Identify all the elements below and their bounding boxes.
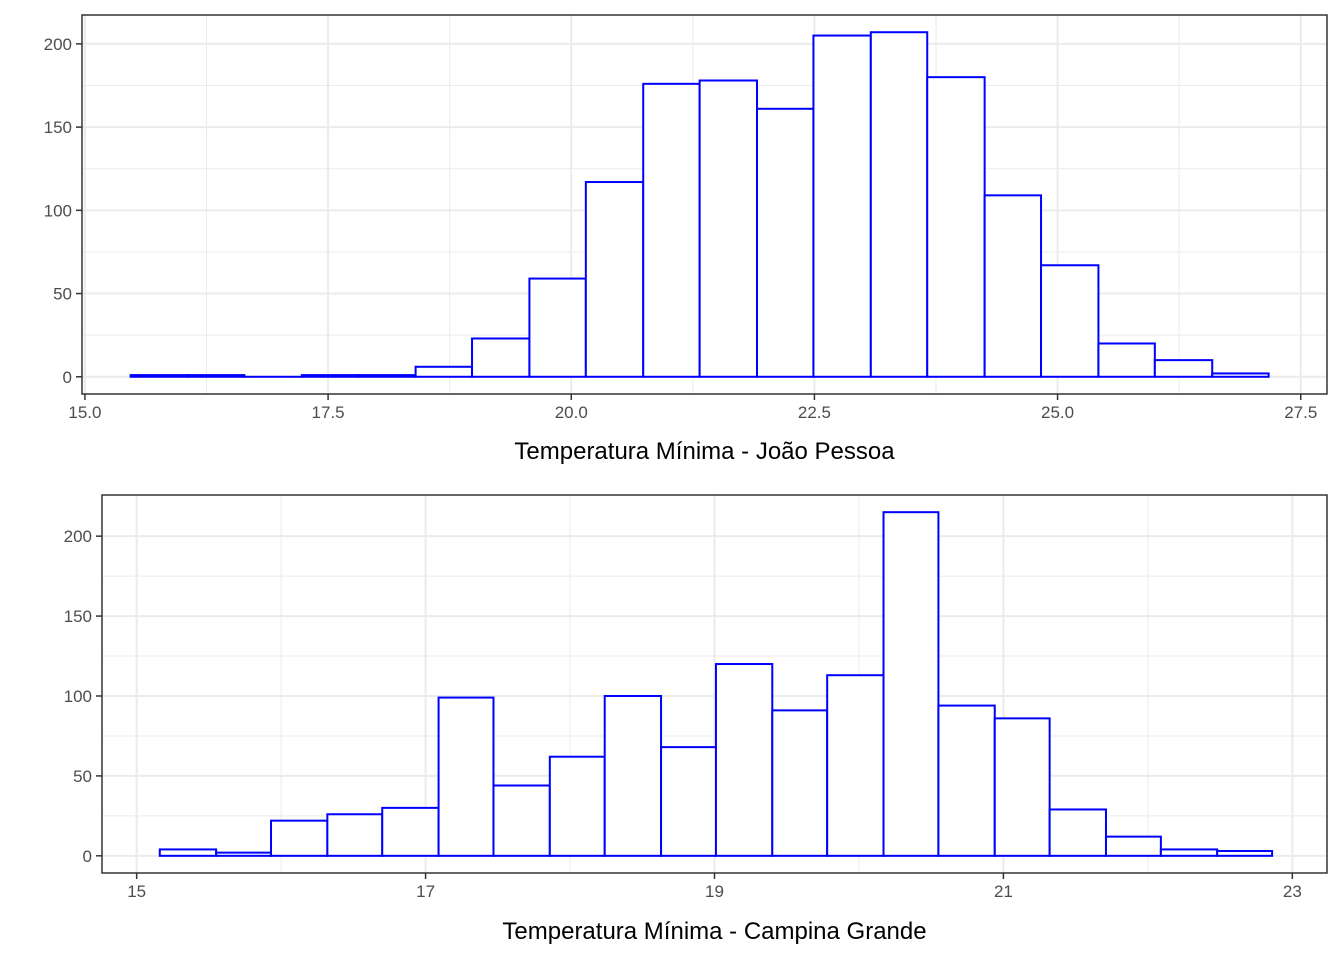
x-tick-label: 15 <box>127 882 146 901</box>
x-tick-label: 15.0 <box>68 403 101 422</box>
histogram-bar <box>1153 359 1214 378</box>
histogram-bar <box>771 709 829 857</box>
x-tick-label: 17.5 <box>312 403 345 422</box>
x-tick-label: 23 <box>1283 882 1302 901</box>
histogram-joao-pessoa: 15.0 17.5 20.0 22.5 25.0 27.5 0 50 100 150 200 Temp… <box>44 14 1328 465</box>
histogram-bar <box>357 374 417 378</box>
histogram-bar <box>492 784 551 857</box>
y-tick-label: 200 <box>64 527 92 546</box>
histogram-bar <box>381 806 440 857</box>
histogram-bar <box>437 696 495 857</box>
histogram-bar <box>1097 342 1156 378</box>
histogram-bar <box>326 813 384 857</box>
histogram-bar <box>215 851 273 857</box>
histogram-bar <box>698 79 759 378</box>
histogram-bar <box>660 746 717 857</box>
histogram-bar <box>714 663 774 857</box>
y-tick-label: 50 <box>73 767 92 786</box>
x-axis-title: Temperatura Mínima - Campina Grande <box>502 918 926 945</box>
histogram-bar <box>1211 372 1270 378</box>
histogram-bar <box>187 374 246 378</box>
x-tick-label: 19 <box>705 882 724 901</box>
histogram-bar <box>826 674 885 857</box>
histogram-bar <box>869 31 929 378</box>
histogram-bar <box>1104 835 1162 857</box>
histogram-bar <box>548 755 606 857</box>
y-tick-label: 100 <box>64 687 92 706</box>
histogram-bar <box>300 374 360 378</box>
x-tick-label: 22.5 <box>798 403 831 422</box>
histogram-bar <box>414 365 474 378</box>
histogram-campina-grande: 15 17 19 21 23 0 50 100 150 200 Temperatura Mínima… <box>64 494 1328 945</box>
histogram-bar <box>926 76 986 378</box>
x-axis-title: Temperatura Mínima - João Pessoa <box>514 438 895 465</box>
x-tick-label: 17 <box>416 882 435 901</box>
y-tick-label: 150 <box>44 118 72 137</box>
histogram-bar <box>756 107 815 378</box>
histogram-bar <box>129 374 190 378</box>
histogram-bar <box>812 34 872 378</box>
histogram-bar <box>1216 850 1274 857</box>
histogram-bar <box>1040 264 1100 378</box>
histogram-bar <box>603 694 663 857</box>
y-tick-label: 200 <box>44 35 72 54</box>
y-tick-label: 50 <box>53 285 72 304</box>
x-tick-label: 20.0 <box>555 403 588 422</box>
panel-border <box>81 14 1328 395</box>
histogram-bar <box>528 277 587 378</box>
histogram-bar <box>158 848 218 857</box>
histogram-bar <box>1048 808 1107 857</box>
histogram-bar <box>270 819 329 857</box>
y-tick-label: 150 <box>64 607 92 626</box>
y-tick-label: 100 <box>44 201 72 220</box>
histogram-bar <box>1159 848 1219 857</box>
x-tick-label: 25.0 <box>1041 403 1074 422</box>
x-tick-label: 21 <box>994 882 1013 901</box>
y-tick-label: 0 <box>83 847 92 866</box>
histogram-bar <box>993 717 1051 857</box>
histogram-bar <box>882 511 940 857</box>
x-tick-label: 27.5 <box>1284 403 1317 422</box>
histogram-bar <box>584 181 645 378</box>
y-tick-label: 0 <box>63 368 72 387</box>
histogram-bar <box>642 82 701 378</box>
histogram-bar <box>471 337 531 378</box>
histogram-bar <box>937 704 996 857</box>
histogram-bar <box>983 194 1043 378</box>
